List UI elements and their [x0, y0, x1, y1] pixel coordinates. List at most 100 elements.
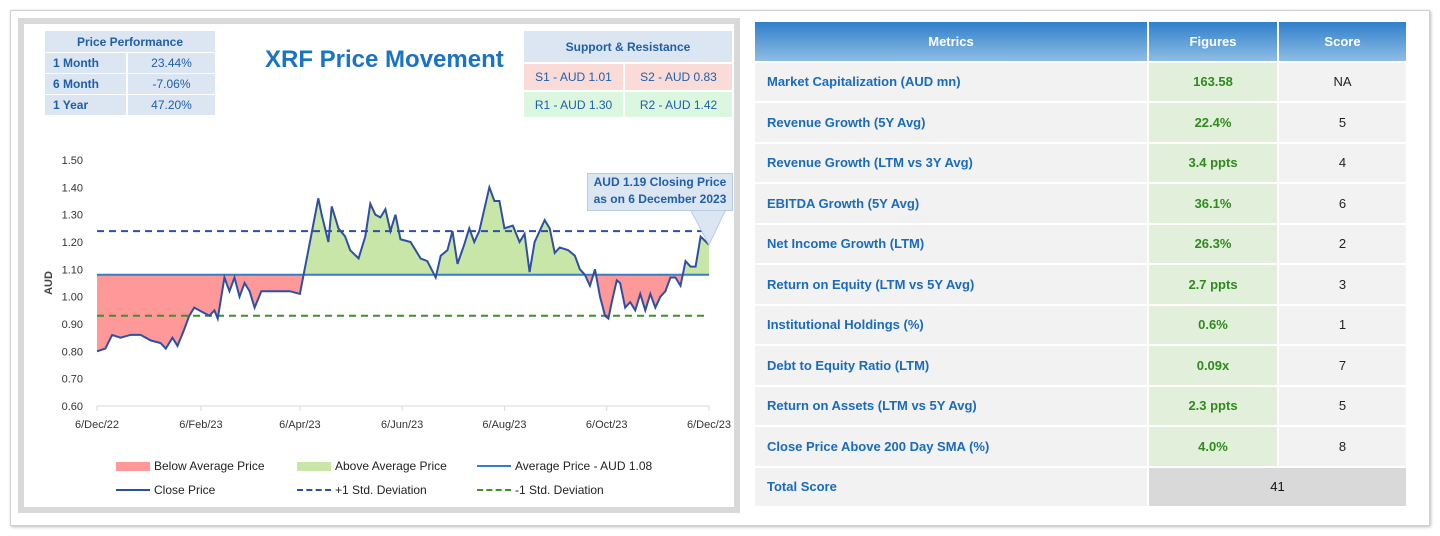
x-tick-label: 6/Dec/22 — [75, 419, 119, 431]
metric-metric: Debt to Equity Ratio (LTM) — [755, 346, 1147, 385]
callout-line-1: AUD 1.19 Closing Price — [593, 175, 727, 189]
table-row: Revenue Growth (5Y Avg) 22.4% 5 — [755, 103, 1406, 142]
table-row: Return on Assets (LTM vs 5Y Avg) 2.3 ppts… — [755, 386, 1406, 425]
y-axis-label: AUD — [43, 271, 55, 295]
header-metrics: Metrics — [755, 22, 1147, 61]
support-resistance-header: Support & Resistance — [524, 31, 732, 62]
legend-swatch-avg — [477, 465, 511, 467]
table-row: Revenue Growth (LTM vs 3Y Avg) 3.4 ppts 4 — [755, 143, 1406, 182]
metric-figure: 36.1% — [1149, 184, 1277, 223]
table-row: Close Price Above 200 Day SMA (%) 4.0% 8 — [755, 427, 1406, 466]
metric-figure: 2.3 ppts — [1149, 386, 1277, 425]
metric-figure: 26.3% — [1149, 224, 1277, 263]
perf-label-6m: 6 Month — [45, 74, 126, 94]
metric-score: 5 — [1279, 103, 1406, 142]
metric-figure: 3.4 ppts — [1149, 143, 1277, 182]
header-score: Score — [1279, 22, 1406, 61]
metric-score: 8 — [1279, 427, 1406, 466]
price-performance-header: Price Performance — [45, 31, 215, 52]
legend-plus-sd: +1 Std. Deviation — [297, 483, 427, 497]
table-row: Return on Equity (LTM vs 5Y Avg) 2.7 ppts… — [755, 265, 1406, 304]
metric-score: 7 — [1279, 346, 1406, 385]
legend-label: Above Average Price — [335, 459, 447, 473]
x-tick-label: 6/Apr/23 — [279, 419, 321, 431]
metric-metric: Net Income Growth (LTM) — [755, 224, 1147, 263]
table-row: Institutional Holdings (%) 0.6% 1 — [755, 305, 1406, 344]
legend-swatch-plus-sd — [297, 489, 331, 491]
support-2: S2 - AUD 0.83 — [625, 64, 732, 90]
header-figures: Figures — [1149, 22, 1277, 61]
legend-swatch-close — [116, 489, 150, 491]
callout-pointer — [689, 208, 727, 246]
perf-value-6m: -7.06% — [128, 74, 215, 94]
y-tick-label: 1.40 — [62, 182, 83, 194]
metric-figure: 0.6% — [1149, 305, 1277, 344]
metric-metric: Revenue Growth (LTM vs 3Y Avg) — [755, 143, 1147, 182]
y-tick-label: 1.50 — [62, 155, 83, 167]
legend-swatch-minus-sd — [477, 489, 511, 491]
above-average-area — [97, 187, 709, 275]
metric-metric: Close Price Above 200 Day SMA (%) — [755, 427, 1147, 466]
metric-metric: Return on Assets (LTM vs 5Y Avg) — [755, 386, 1147, 425]
chart-title: XRF Price Movement — [265, 46, 504, 73]
metrics-table: Metrics Figures Score Market Capitalizat… — [753, 20, 1408, 508]
perf-value-1y: 47.20% — [128, 95, 215, 115]
legend-above: Above Average Price — [297, 459, 447, 473]
total-label: Total Score — [755, 467, 1147, 506]
legend-label: +1 Std. Deviation — [335, 483, 427, 497]
metric-metric: EBITDA Growth (5Y Avg) — [755, 184, 1147, 223]
legend-swatch-below — [116, 461, 150, 471]
metric-score: 1 — [1279, 305, 1406, 344]
y-tick-label: 0.60 — [62, 401, 83, 413]
metric-metric: Market Capitalization (AUD mn) — [755, 62, 1147, 101]
resistance-1: R1 - AUD 1.30 — [524, 92, 623, 117]
table-row: Net Income Growth (LTM) 26.3% 2 — [755, 224, 1406, 263]
legend-close: Close Price — [116, 483, 215, 497]
metric-figure: 163.58 — [1149, 62, 1277, 101]
total-value: 41 — [1149, 467, 1406, 506]
below-average-area — [97, 274, 709, 352]
total-row: Total Score 41 — [755, 467, 1406, 506]
x-tick-label: 6/Jun/23 — [381, 419, 423, 431]
x-tick-label: 6/Aug/23 — [482, 419, 526, 431]
table-row: EBITDA Growth (5Y Avg) 36.1% 6 — [755, 184, 1406, 223]
x-tick-label: 6/Oct/23 — [586, 419, 628, 431]
perf-label-1y: 1 Year — [45, 95, 126, 115]
resistance-2: R2 - AUD 1.42 — [625, 92, 732, 117]
close-price-line — [96, 183, 710, 353]
table-row: Debt to Equity Ratio (LTM) 0.09x 7 — [755, 346, 1406, 385]
y-tick-label: 1.20 — [62, 237, 83, 249]
legend-below: Below Average Price — [116, 459, 265, 473]
metric-metric: Revenue Growth (5Y Avg) — [755, 103, 1147, 142]
perf-label-1m: 1 Month — [45, 53, 126, 73]
legend-swatch-above — [297, 461, 331, 471]
metric-score: 2 — [1279, 224, 1406, 263]
legend-label: Close Price — [154, 483, 216, 497]
metric-metric: Return on Equity (LTM vs 5Y Avg) — [755, 265, 1147, 304]
metric-score: 5 — [1279, 386, 1406, 425]
metric-metric: Institutional Holdings (%) — [755, 305, 1147, 344]
table-row: Market Capitalization (AUD mn) 163.58 NA — [755, 62, 1406, 101]
legend-label: Below Average Price — [154, 459, 265, 473]
metric-score: 4 — [1279, 143, 1406, 182]
y-tick-label: 0.70 — [62, 374, 83, 386]
legend-label: Average Price - AUD 1.08 — [515, 459, 653, 473]
y-tick-label: 0.90 — [62, 319, 83, 331]
y-tick-label: 1.30 — [62, 210, 83, 222]
metric-figure: 0.09x — [1149, 346, 1277, 385]
support-1: S1 - AUD 1.01 — [524, 64, 623, 90]
legend-label: -1 Std. Deviation — [515, 483, 604, 497]
metric-figure: 2.7 ppts — [1149, 265, 1277, 304]
metric-score: 3 — [1279, 265, 1406, 304]
metric-figure: 22.4% — [1149, 103, 1277, 142]
y-tick-label: 0.80 — [62, 346, 83, 358]
metric-figure: 4.0% — [1149, 427, 1277, 466]
y-tick-label: 1.10 — [62, 264, 83, 276]
legend-minus-sd: -1 Std. Deviation — [477, 483, 604, 497]
y-tick-label: 1.00 — [62, 292, 83, 304]
closing-price-callout: AUD 1.19 Closing Price as on 6 December … — [587, 173, 733, 211]
x-tick-label: 6/Feb/23 — [179, 419, 222, 431]
perf-value-1m: 23.44% — [128, 53, 215, 73]
legend-avg: Average Price - AUD 1.08 — [477, 459, 652, 473]
metric-score: NA — [1279, 62, 1406, 101]
